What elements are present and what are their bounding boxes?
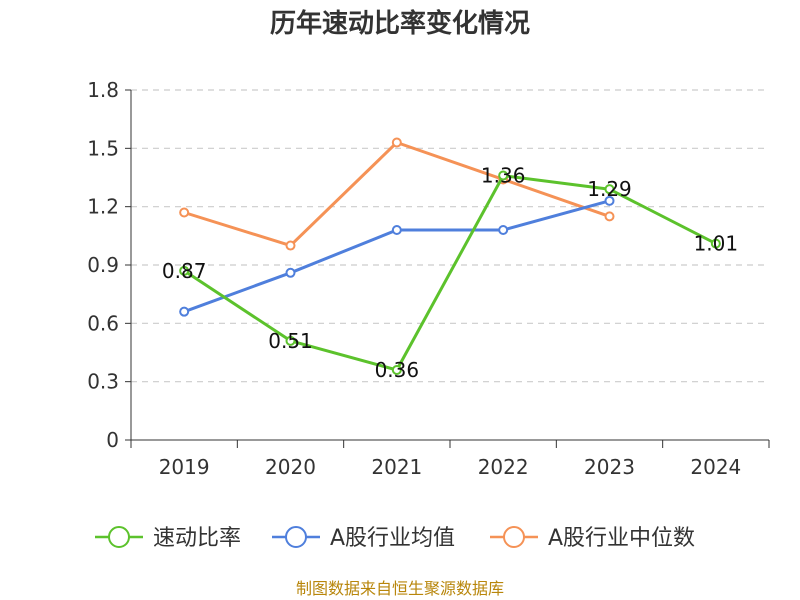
- legend-marker-icon: [108, 526, 130, 548]
- x-tick-label: 2019: [159, 455, 210, 479]
- legend-marker-icon: [285, 526, 307, 548]
- axes: 0 0.3 0.6 0.9 1.2 1.5 1.8 2019 2020 2021 2022 2023 2…: [87, 78, 770, 479]
- data-point: [710, 238, 721, 249]
- series-0: [179, 170, 721, 375]
- data-point: [498, 225, 509, 235]
- series-lines: [179, 137, 721, 375]
- data-point: [391, 365, 402, 375]
- source-note: 制图数据来自恒生聚源数据库: [296, 579, 504, 598]
- legend-item[interactable]: 速动比率: [95, 526, 241, 551]
- series-1: [179, 195, 615, 317]
- data-point: [179, 207, 190, 218]
- x-tick-label: 2024: [690, 455, 741, 479]
- y-tick-label: 0.6: [87, 311, 119, 335]
- series-line: [183, 199, 610, 314]
- y-tick-label: 0.3: [87, 370, 119, 394]
- data-point: [604, 211, 615, 222]
- data-label: 0.36: [375, 358, 420, 382]
- data-point: [285, 240, 296, 251]
- data-point: [285, 267, 296, 278]
- data-label: 1.36: [481, 164, 526, 188]
- data-point: [604, 184, 615, 195]
- data-point: [179, 306, 190, 317]
- y-tick-label: 1.8: [87, 78, 119, 102]
- y-tick-label: 0.9: [87, 253, 119, 277]
- x-tick-label: 2022: [478, 455, 529, 479]
- legend-label: A股行业中位数: [548, 526, 695, 551]
- legend-label: 速动比率: [153, 526, 241, 551]
- legend-marker-icon: [503, 526, 525, 548]
- data-labels: 0.87 0.51 0.36 1.36 1.29 1.01: [162, 164, 738, 382]
- data-point: [498, 170, 509, 181]
- x-tick-label: 2020: [265, 455, 316, 479]
- data-label: 1.01: [694, 232, 739, 256]
- series-line: [183, 174, 717, 372]
- data-point: [604, 195, 615, 206]
- data-label: 0.87: [162, 259, 207, 283]
- data-label: 1.29: [587, 177, 632, 201]
- legend-item[interactable]: A股行业中位数: [490, 526, 695, 551]
- data-point: [285, 335, 296, 346]
- y-tick-label: 0: [106, 428, 119, 452]
- data-point: [391, 137, 402, 148]
- chart-title: 历年速动比率变化情况: [270, 8, 530, 39]
- data-point: [179, 265, 190, 276]
- data-point: [391, 225, 402, 235]
- legend-item[interactable]: A股行业均值: [272, 526, 455, 551]
- legend-label: A股行业均值: [330, 526, 455, 551]
- legend: 速动比率 A股行业均值 A股行业中位数: [95, 526, 695, 551]
- grid: [131, 89, 769, 383]
- x-tick-label: 2023: [584, 455, 635, 479]
- y-tick-label: 1.2: [87, 195, 119, 219]
- y-tick-label: 1.5: [87, 136, 119, 160]
- x-tick-label: 2021: [371, 455, 422, 479]
- data-label: 0.51: [268, 329, 313, 353]
